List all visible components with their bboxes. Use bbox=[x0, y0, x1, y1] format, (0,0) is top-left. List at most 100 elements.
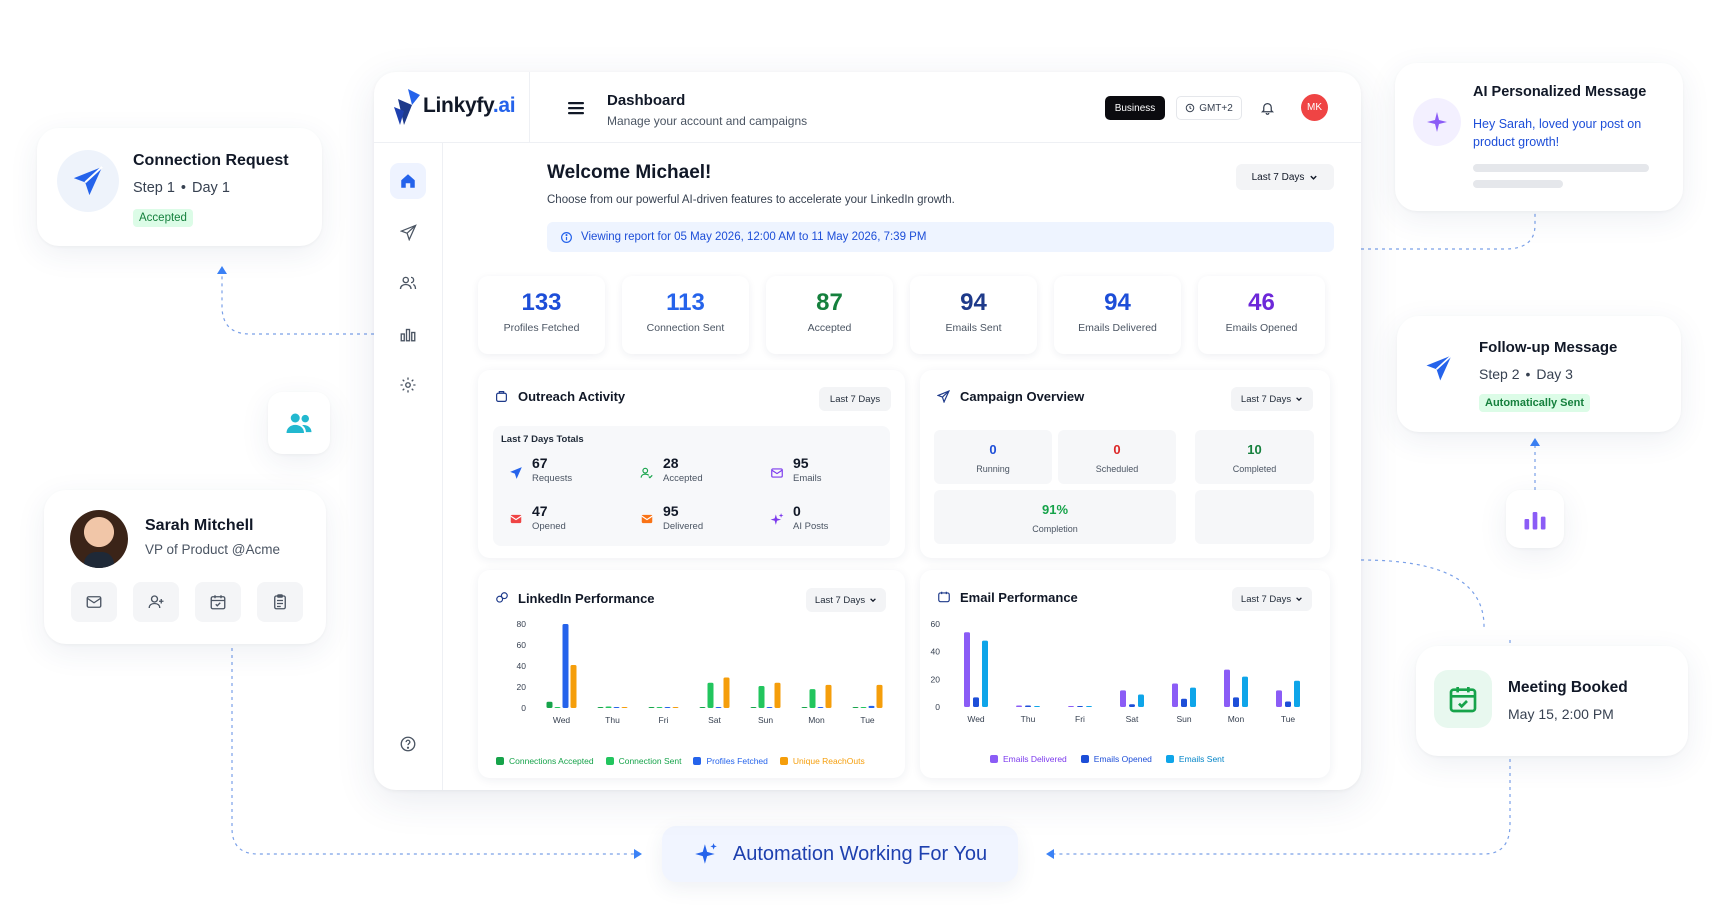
y-tick-label: 20 bbox=[931, 674, 941, 684]
logo[interactable]: Linkyfy.ai bbox=[374, 72, 530, 143]
bar bbox=[723, 677, 730, 708]
stat-label: Profiles Fetched bbox=[503, 322, 580, 334]
profile-notes-button[interactable] bbox=[257, 582, 303, 622]
date-range-select[interactable]: Last 7 Days bbox=[1236, 164, 1334, 190]
bar bbox=[664, 707, 671, 708]
bar bbox=[852, 707, 859, 708]
bar bbox=[825, 684, 832, 708]
email-range-select[interactable]: Last 7 Days bbox=[1232, 587, 1312, 611]
bar bbox=[1120, 690, 1126, 707]
page-subtitle: Manage your account and campaigns bbox=[607, 114, 808, 128]
profile-add-user-button[interactable] bbox=[133, 582, 179, 622]
connection-request-card: Connection Request Step 1 • Day 1 Accept… bbox=[37, 128, 322, 246]
chevron-down-icon bbox=[870, 598, 876, 603]
campaign-completed: 10 Completed bbox=[1195, 430, 1314, 484]
campaign-scheduled: 0 Scheduled bbox=[1058, 430, 1176, 484]
bar bbox=[1016, 705, 1022, 707]
legend-label: Emails Opened bbox=[1093, 754, 1152, 764]
menu-button[interactable] bbox=[564, 96, 588, 120]
user-plus-icon bbox=[148, 595, 164, 609]
sidebar-item-home[interactable] bbox=[390, 163, 426, 199]
top-bar: Linkyfy.ai Dashboard Manage your account… bbox=[374, 72, 1361, 143]
stat-value: 113 bbox=[666, 289, 705, 316]
meeting-date: May 15, 2:00 PM bbox=[1508, 706, 1614, 722]
bar bbox=[570, 664, 577, 708]
bar bbox=[1242, 676, 1248, 707]
ai-message-text: Hey Sarah, loved your post on product gr… bbox=[1473, 117, 1642, 149]
sidebar-item-settings[interactable] bbox=[390, 367, 426, 403]
stat-label: Emails Delivered bbox=[1078, 322, 1157, 334]
sidebar bbox=[374, 143, 443, 790]
outreach-title: Outreach Activity bbox=[518, 389, 626, 404]
sidebar-item-help[interactable] bbox=[390, 726, 426, 762]
info-icon bbox=[561, 231, 572, 243]
campaign-range-select[interactable]: Last 7 Days bbox=[1231, 387, 1313, 411]
profile-email-button[interactable] bbox=[71, 582, 117, 622]
followup-card: Follow-up Message Step 2 • Day 3 Automat… bbox=[1397, 316, 1681, 432]
profile-calendar-button[interactable] bbox=[195, 582, 241, 622]
plan-badge[interactable]: Business bbox=[1105, 96, 1165, 120]
bar bbox=[817, 707, 824, 708]
x-tick-label: Tue bbox=[860, 715, 875, 725]
chevron-down-icon bbox=[1296, 397, 1302, 402]
placeholder-line bbox=[1473, 180, 1563, 188]
profile-card: Sarah Mitchell VP of Product @Acme bbox=[44, 490, 326, 644]
bar bbox=[707, 682, 714, 708]
x-tick-label: Fri bbox=[1075, 714, 1085, 724]
timezone-selector[interactable]: GMT+2 bbox=[1176, 96, 1242, 120]
profile-role: VP of Product @Acme bbox=[145, 542, 281, 557]
user-avatar[interactable]: MK bbox=[1301, 94, 1328, 121]
sparkle-icon bbox=[695, 843, 717, 864]
avatar bbox=[70, 510, 128, 568]
outreach-requests: 67 Requests bbox=[532, 455, 573, 484]
y-tick-label: 0 bbox=[935, 702, 940, 712]
bar bbox=[809, 689, 816, 708]
sparkle-icon-badge bbox=[1413, 98, 1461, 146]
bar-chart-icon bbox=[400, 328, 416, 342]
outreach-range-select[interactable]: Last 7 Days bbox=[819, 387, 891, 411]
totals-label: Last 7 Days Totals bbox=[501, 434, 584, 445]
hamburger-icon bbox=[568, 102, 584, 115]
outreach-icon bbox=[496, 391, 507, 402]
bar bbox=[1294, 680, 1300, 707]
x-tick-label: Sat bbox=[1126, 714, 1139, 724]
legend-label: Emails Sent bbox=[1178, 754, 1225, 764]
notifications-button[interactable] bbox=[1257, 98, 1277, 118]
legend-swatch bbox=[605, 757, 614, 765]
x-tick-label: Mon bbox=[808, 715, 825, 725]
bar bbox=[860, 707, 867, 708]
outreach-ai-posts: 0 AI Posts bbox=[793, 503, 829, 532]
sparkle-icon bbox=[770, 513, 784, 525]
sidebar-item-analytics[interactable] bbox=[390, 316, 426, 352]
bar bbox=[1086, 706, 1092, 707]
bar bbox=[1077, 706, 1083, 707]
bar bbox=[1224, 669, 1230, 707]
bell-icon bbox=[1260, 103, 1274, 115]
email-performance-chart: 0 20 40 60 Wed Thu Fri Sat Sun Mon Tue bbox=[931, 619, 1300, 724]
linkedin-range-select[interactable]: Last 7 Days bbox=[806, 588, 886, 612]
stat-value: 94 bbox=[960, 289, 987, 316]
help-icon bbox=[400, 736, 416, 752]
followup-step-row: Step 2 • Day 3 bbox=[1479, 366, 1573, 382]
bar bbox=[1025, 705, 1031, 707]
dot-separator: • bbox=[1525, 366, 1531, 382]
x-tick-label: Mon bbox=[1228, 714, 1245, 724]
chevron-down-icon bbox=[1296, 597, 1302, 602]
connection-day: Day 1 bbox=[192, 180, 230, 196]
legend-label: Emails Delivered bbox=[1003, 754, 1067, 764]
bar bbox=[546, 701, 553, 708]
bar bbox=[1068, 706, 1074, 707]
bar bbox=[774, 682, 781, 708]
outreach-delivered: 95 Delivered bbox=[663, 503, 704, 532]
bar bbox=[613, 707, 620, 708]
send-icon-badge bbox=[57, 150, 119, 212]
sidebar-item-campaigns[interactable] bbox=[390, 214, 426, 250]
stat-value: 94 bbox=[1104, 289, 1131, 316]
x-tick-label: Sun bbox=[758, 715, 773, 725]
bar bbox=[982, 640, 988, 707]
outreach-totals-box: Last 7 Days Totals 67 Requests 28 Accepted… bbox=[493, 426, 890, 546]
sidebar-item-leads[interactable] bbox=[390, 265, 426, 301]
stat-value: 87 bbox=[816, 289, 843, 316]
x-tick-label: Thu bbox=[1021, 714, 1036, 724]
calendar-check-icon bbox=[1449, 687, 1477, 713]
